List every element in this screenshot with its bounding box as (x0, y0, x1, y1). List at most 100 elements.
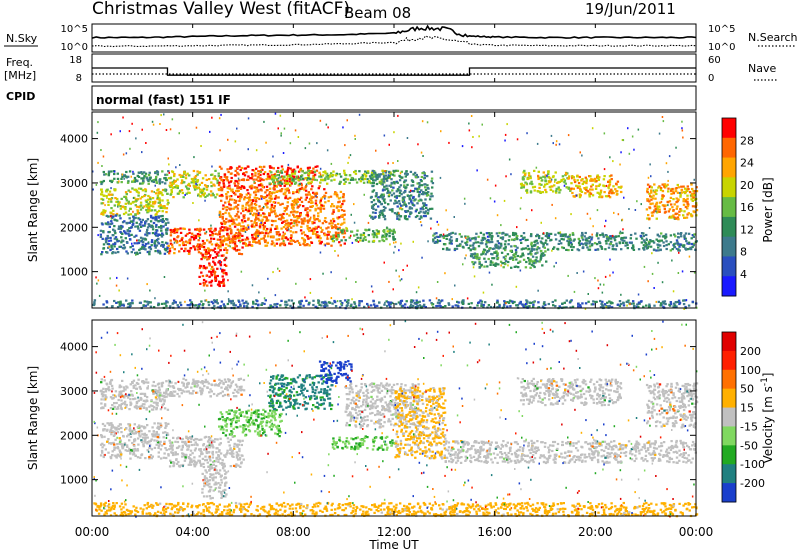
freq-left-label-1: Freq. (6, 56, 33, 69)
data-cell (595, 185, 598, 188)
data-cell (241, 234, 244, 237)
data-cell (153, 242, 156, 245)
data-cell (340, 209, 344, 212)
data-cell (524, 266, 528, 269)
data-cell (509, 305, 512, 308)
data-cell (101, 181, 104, 184)
data-cell (106, 188, 109, 191)
noise-cell (265, 141, 267, 144)
data-cell (481, 238, 485, 241)
data-cell (534, 261, 537, 264)
data-cell (386, 189, 390, 192)
data-cell (430, 302, 433, 305)
data-cell (514, 265, 518, 268)
data-cell (473, 256, 477, 259)
data-cell (547, 170, 550, 173)
noise-cell (603, 168, 606, 171)
data-cell (429, 195, 432, 198)
data-cell (672, 198, 675, 201)
data-cell (482, 233, 485, 236)
data-cell (678, 301, 682, 304)
data-cell (306, 211, 309, 214)
data-cell (247, 192, 250, 195)
noise-cell (395, 241, 397, 244)
data-cell (177, 228, 180, 231)
data-cell (226, 302, 230, 306)
data-cell (676, 241, 679, 244)
data-cell (378, 215, 381, 218)
data-cell (327, 226, 330, 229)
data-cell (321, 179, 325, 182)
data-cell (432, 240, 435, 243)
data-cell (657, 246, 660, 249)
data-cell (537, 170, 540, 173)
data-cell (115, 200, 118, 203)
data-cell (353, 171, 356, 174)
noise-cell (178, 132, 180, 135)
data-cell (389, 171, 392, 174)
data-cell (363, 177, 367, 181)
noise-cell (601, 291, 604, 294)
data-cell (530, 241, 533, 244)
data-cell (540, 252, 543, 255)
data-cell (145, 208, 148, 212)
data-cell (110, 220, 113, 223)
data-cell (331, 175, 334, 178)
data-cell (520, 182, 523, 185)
noise-cell (398, 275, 400, 278)
data-cell (135, 234, 138, 237)
data-cell (210, 185, 213, 188)
data-cell (349, 304, 352, 307)
data-cell (369, 177, 372, 180)
data-cell (407, 202, 411, 205)
data-cell (511, 301, 515, 305)
data-cell (538, 236, 541, 240)
data-cell (225, 209, 228, 212)
data-cell (340, 223, 343, 226)
noise-cell (571, 177, 573, 180)
data-cell (343, 242, 346, 245)
data-cell (212, 257, 215, 260)
data-cell (272, 235, 275, 238)
data-cell (510, 256, 513, 259)
data-cell (562, 246, 565, 250)
data-cell (149, 209, 152, 212)
data-cell (106, 215, 110, 218)
data-cell (135, 221, 138, 224)
noise-cell (289, 183, 292, 186)
data-cell (216, 233, 220, 236)
noise-cell (255, 149, 258, 152)
noise-cell (622, 139, 625, 142)
data-cell (420, 180, 423, 183)
data-cell (496, 246, 499, 249)
noise-cell (358, 113, 361, 116)
data-cell (171, 246, 174, 249)
data-cell (258, 225, 262, 228)
data-cell (690, 248, 693, 251)
data-cell (477, 235, 480, 238)
data-cell (480, 303, 483, 306)
noise-cell (351, 298, 353, 301)
data-cell (610, 178, 613, 181)
data-cell (234, 179, 237, 183)
data-cell (541, 191, 545, 194)
data-cell (225, 238, 228, 241)
data-cell (402, 200, 405, 204)
data-cell (235, 180, 239, 183)
data-cell (494, 264, 497, 267)
data-cell (128, 302, 131, 305)
data-cell (221, 244, 224, 247)
data-cell (385, 170, 388, 173)
data-cell (485, 232, 489, 235)
noise-cell (274, 112, 277, 115)
data-cell (331, 302, 334, 305)
data-cell (146, 178, 149, 181)
data-cell (102, 230, 105, 233)
data-cell (338, 173, 341, 176)
noise-cell (486, 178, 489, 181)
noise-cell (689, 194, 692, 197)
data-cell (590, 244, 594, 247)
data-cell (504, 255, 507, 258)
data-cell (222, 179, 226, 182)
data-cell (263, 165, 266, 168)
